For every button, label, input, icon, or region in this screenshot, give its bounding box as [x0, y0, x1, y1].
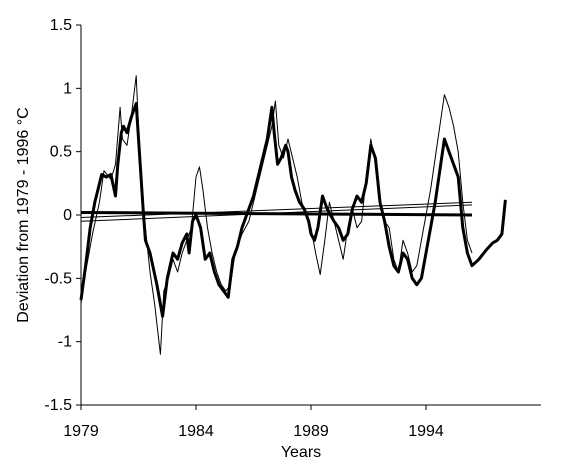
y-tick-label: -1 — [58, 334, 72, 351]
x-tick-label: 1984 — [178, 423, 214, 440]
y-tick-label: 0 — [63, 207, 72, 224]
series-line-thin-trend-4 — [80, 201, 473, 218]
x-tick-label: 1994 — [408, 423, 444, 440]
x-tick-label: 1989 — [293, 423, 329, 440]
y-axis-title: Deviation from 1979 - 1996 °C — [15, 107, 32, 322]
series-layer — [79, 75, 507, 355]
tick-layer: -1.5 -1 -0.5 0 0.5 1 1.5 1979 1984 1989 1994 — [44, 17, 443, 440]
y-tick-label: -0.5 — [44, 270, 72, 287]
x-tick-label: 1979 — [63, 423, 99, 440]
y-tick-label: 1 — [63, 80, 72, 97]
series-line-thin-1 — [80, 75, 473, 355]
series-line-thick-0 — [79, 102, 507, 318]
y-tick-label: 0.5 — [50, 144, 72, 161]
y-tick-label: 1.5 — [50, 17, 72, 34]
series-line-thick-trend-2 — [80, 211, 473, 217]
y-tick-label: -1.5 — [44, 397, 72, 414]
x-axis-title: Years — [281, 444, 321, 461]
